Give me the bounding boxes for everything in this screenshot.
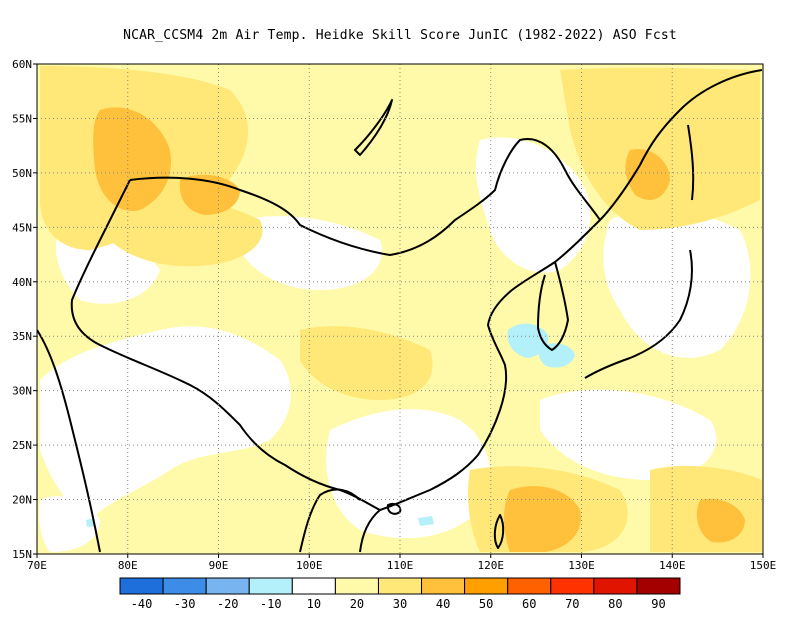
lat-tick-label: 25N	[12, 439, 32, 452]
region-30-kazakh	[93, 107, 171, 211]
lon-tick-label: 110E	[387, 559, 414, 572]
colorbar-label: 30	[393, 597, 407, 611]
coastline-japan	[584, 249, 693, 379]
colorbar-swatch	[507, 577, 552, 595]
lat-tick-label: 30N	[12, 385, 32, 398]
border-china-north	[129, 138, 601, 256]
region-white-bengal	[39, 496, 100, 552]
region-white-manchuria	[475, 137, 591, 273]
colorbar-label: -10	[260, 597, 282, 611]
colorbar-label: 90	[651, 597, 665, 611]
lat-tick-label: 60N	[12, 58, 32, 71]
region-20-kazakh	[110, 196, 263, 267]
colorbar-label: -30	[174, 597, 196, 611]
map-gridlines	[37, 64, 763, 554]
lat-tick-label: 15N	[12, 548, 32, 561]
colorbar-label: -20	[217, 597, 239, 611]
colorbar-label: 20	[350, 597, 364, 611]
region-30-pacific-east	[696, 498, 745, 543]
colorbar-label: 70	[565, 597, 579, 611]
lon-tick-label: 80E	[118, 559, 138, 572]
colorbar-swatch	[464, 577, 509, 595]
colorbar-label: 60	[522, 597, 536, 611]
region-white-japan	[603, 209, 751, 358]
map-title: NCAR_CCSM4 2m Air Temp. Heidke Skill Sco…	[123, 28, 677, 43]
colorbar-swatch	[550, 577, 595, 595]
lon-tick-label: 130E	[568, 559, 595, 572]
lon-tick-label: 120E	[478, 559, 505, 572]
region-neg10-korea-strait	[538, 343, 575, 368]
lon-tick-label: 90E	[209, 559, 229, 572]
coastline-sakhalin	[687, 124, 695, 201]
coastline-indochina	[299, 488, 361, 553]
colorbar-label: 80	[608, 597, 622, 611]
coastline-korea	[537, 261, 569, 351]
region-30-taiwan-sea	[504, 486, 581, 552]
region-neg10-scs	[418, 516, 434, 526]
coastline-india	[37, 329, 101, 553]
longitude-axis: 70E 80E 90E 100E 110E 120E 130E 140E 150E	[27, 554, 776, 572]
colorbar-label: 40	[436, 597, 450, 611]
colorbar-swatch	[421, 577, 466, 595]
region-20-northeast	[560, 67, 760, 230]
colorbar-label: -40	[131, 597, 153, 611]
colorbar-swatch	[636, 577, 681, 595]
lat-tick-label: 35N	[12, 330, 32, 343]
lon-tick-label: 100E	[296, 559, 323, 572]
coastline-taiwan	[493, 514, 505, 549]
region-30-amur	[625, 149, 670, 200]
coastline-baikal	[354, 99, 393, 156]
lon-tick-label: 150E	[750, 559, 777, 572]
lat-tick-label: 50N	[12, 167, 32, 180]
colorbar-swatch	[377, 577, 423, 595]
coastline-east-asia	[359, 69, 763, 553]
region-20-central	[300, 326, 433, 400]
lat-tick-label: 45N	[12, 221, 32, 234]
lon-tick-label: 70E	[27, 559, 47, 572]
lon-tick-label: 140E	[659, 559, 686, 572]
region-white-tibet	[40, 326, 291, 520]
colorbar-label: 50	[479, 597, 493, 611]
colorbar-swatch	[162, 577, 207, 595]
region-white-mongolia	[240, 216, 382, 290]
colorbar: -40 -30 -20 -10 10 20 30 40 50 60 70 80 90	[119, 577, 681, 611]
region-white-southchina	[326, 409, 491, 539]
colorbar-swatch	[205, 577, 250, 595]
colorbar-label: 10	[307, 597, 321, 611]
colorbar-swatch	[248, 577, 293, 595]
latitude-axis: 15N 20N 25N 30N 35N 40N 45N 50N 55N 60N	[12, 58, 37, 561]
lat-tick-label: 20N	[12, 494, 32, 507]
lat-tick-label: 55N	[12, 112, 32, 125]
lat-tick-label: 40N	[12, 276, 32, 289]
colorbar-swatch	[291, 577, 336, 595]
border-china-west	[70, 179, 381, 511]
colorbar-swatch	[334, 577, 379, 595]
coastlines	[37, 69, 763, 553]
colorbar-swatch	[593, 577, 638, 595]
colorbar-swatch	[119, 577, 164, 595]
